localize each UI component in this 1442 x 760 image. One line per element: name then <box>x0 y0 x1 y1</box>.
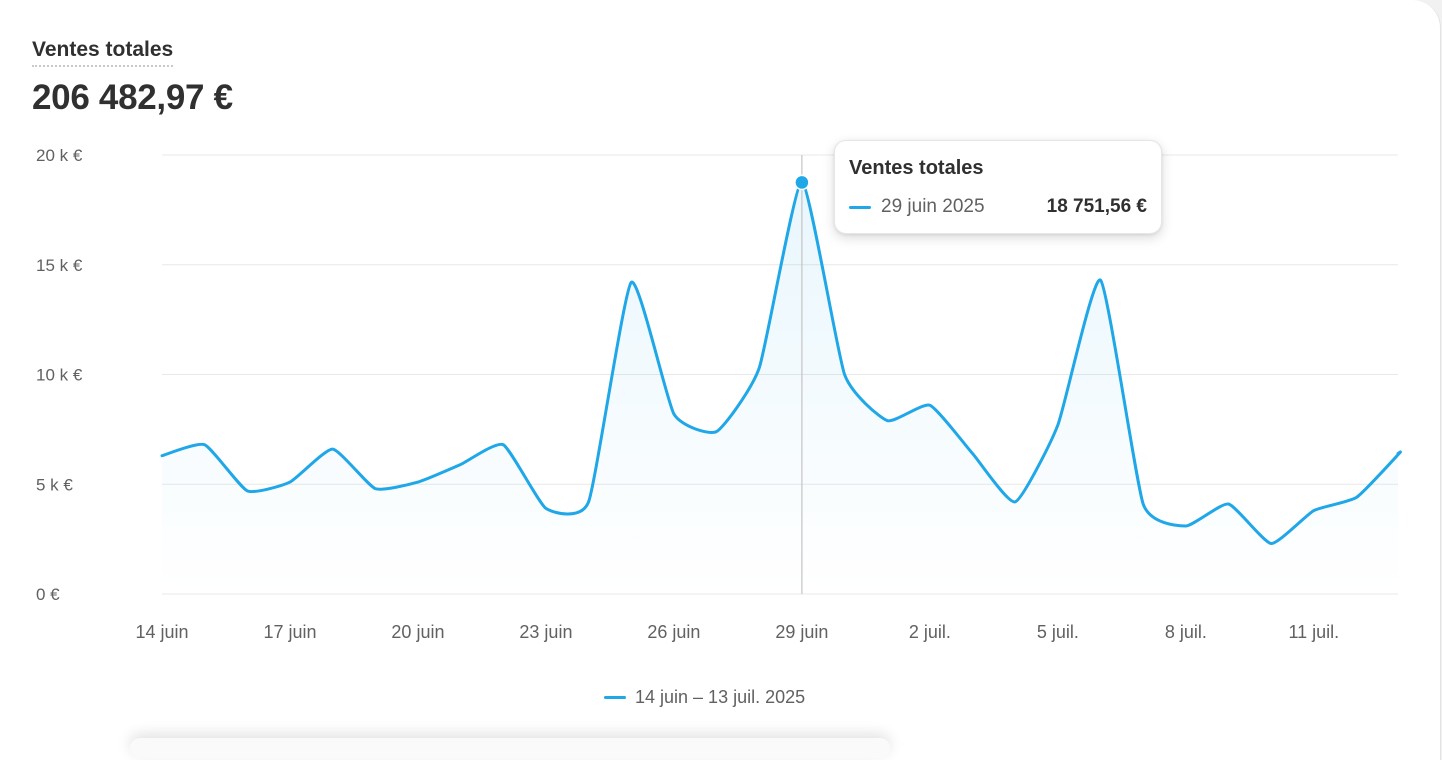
y-tick-label: 10 k € <box>36 366 83 385</box>
legend-swatch <box>604 695 626 699</box>
x-tick-label: 5 juil. <box>1037 622 1079 642</box>
x-tick-label: 2 juil. <box>909 622 951 642</box>
sales-chart[interactable]: 0 € 5 k € 10 k € 15 k € 20 k € 14 juin 17 jui… <box>0 0 1440 680</box>
chart-tooltip: Ventes totales 29 juin 2025 18 751,56 € <box>834 140 1162 234</box>
y-axis: 0 € 5 k € 10 k € 15 k € 20 k € <box>36 146 83 604</box>
highlighted-data-point[interactable] <box>794 174 810 191</box>
x-axis: 14 juin 17 juin 20 juin 23 juin 26 juin 29 ju… <box>135 622 1339 642</box>
tooltip-value: 18 751,56 € <box>1046 196 1147 217</box>
y-tick-label: 20 k € <box>36 146 83 165</box>
x-tick-label: 11 juil. <box>1288 622 1339 642</box>
chart-legend[interactable]: 14 juin – 13 juil. 2025 <box>604 686 805 708</box>
tooltip-date: 29 juin 2025 <box>881 196 985 217</box>
x-tick-label: 14 juin <box>135 622 188 642</box>
x-tick-label: 20 juin <box>391 622 444 642</box>
y-tick-label: 15 k € <box>36 256 83 275</box>
x-tick-label: 8 juil. <box>1165 622 1207 642</box>
tooltip-series-swatch <box>849 206 871 209</box>
tooltip-title: Ventes totales <box>849 157 984 179</box>
x-tick-label: 17 juin <box>263 622 316 642</box>
legend-label[interactable]: 14 juin – 13 juil. 2025 <box>635 686 806 707</box>
x-tick-label: 26 juin <box>647 622 700 642</box>
y-tick-label: 5 k € <box>36 475 73 494</box>
card-title[interactable]: Ventes totales <box>32 38 174 67</box>
bottom-panel-edge <box>130 738 890 758</box>
x-tick-label: 23 juin <box>519 622 572 642</box>
y-tick-label: 0 € <box>36 585 60 604</box>
data-points <box>794 174 810 191</box>
series-area <box>162 182 1401 594</box>
x-tick-label: 29 juin <box>775 622 828 642</box>
total-sales-value: 206 482,97 € <box>32 78 233 117</box>
